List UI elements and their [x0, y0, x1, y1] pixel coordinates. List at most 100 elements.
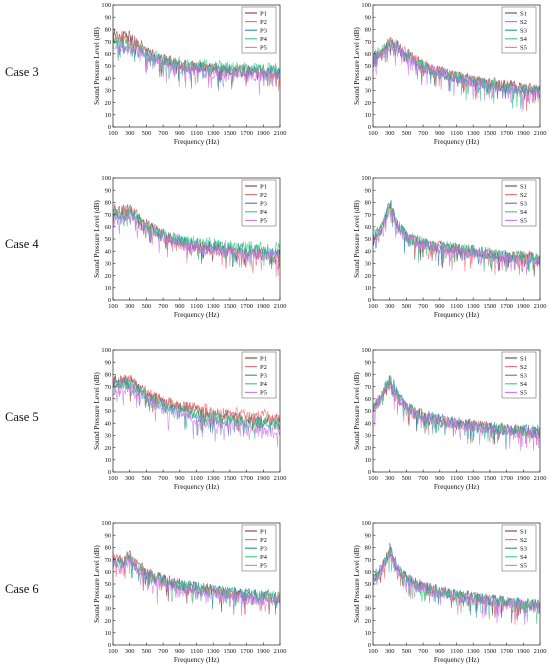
x-tick-label: 100: [368, 648, 378, 655]
y-tick-label: 0: [368, 469, 371, 476]
x-axis-label: Frequency (Hz): [434, 311, 480, 319]
y-tick-label: 100: [101, 175, 111, 182]
chart-panel-case6-left: 0 10 20 30 40 50 60 70 80 90 100 100 300 500 700 900 110…: [93, 520, 286, 664]
legend-label-s1: S1: [520, 10, 527, 17]
y-tick-label: 80: [105, 545, 111, 552]
legend-label-p1: P1: [260, 10, 267, 17]
y-tick-label: 10: [105, 285, 111, 292]
y-axis-label: Sound Pressure Level (dB): [353, 372, 361, 450]
y-tick-label: 60: [365, 51, 371, 58]
x-tick-label: 1700: [500, 303, 513, 310]
y-tick-label: 60: [365, 569, 371, 576]
y-tick-label: 80: [105, 372, 111, 379]
y-tick-label: 90: [105, 359, 111, 366]
chart-panel-case6-right: 0 10 20 30 40 50 60 70 80 90 100 100 300 500 700 900 110…: [353, 520, 546, 664]
legend-label-p5: P5: [260, 390, 268, 397]
series-line-p1: [113, 374, 280, 434]
x-tick-label: 100: [368, 303, 378, 310]
y-tick-label: 40: [365, 593, 371, 600]
y-tick-label: 10: [365, 112, 371, 119]
y-tick-label: 20: [105, 618, 111, 625]
y-tick-label: 10: [365, 457, 371, 464]
y-axis-label: Sound Pressure Level (dB): [353, 27, 361, 105]
y-tick-label: 30: [105, 433, 111, 440]
series-line-s4: [373, 202, 540, 273]
y-tick-label: 30: [365, 88, 371, 95]
y-tick-label: 0: [108, 124, 111, 131]
series-line-p3: [113, 376, 280, 436]
x-tick-label: 900: [435, 475, 445, 482]
y-tick-label: 60: [105, 396, 111, 403]
series-line-s5: [373, 551, 540, 625]
y-tick-label: 70: [365, 39, 371, 46]
y-tick-label: 100: [361, 520, 371, 527]
y-tick-label: 40: [365, 248, 371, 255]
x-tick-label: 100: [368, 130, 378, 137]
x-tick-label: 1100: [190, 303, 203, 310]
legend-label-s4: S4: [520, 209, 528, 216]
x-tick-label: 700: [418, 648, 428, 655]
legend-label-p2: P2: [260, 364, 267, 371]
y-tick-label: 30: [365, 606, 371, 613]
series-line-s5: [373, 378, 540, 452]
legend-label-s1: S1: [520, 528, 527, 535]
x-tick-label: 1700: [240, 130, 253, 137]
y-tick-label: 0: [368, 124, 371, 131]
y-tick-label: 60: [365, 224, 371, 231]
y-tick-label: 70: [105, 212, 111, 219]
x-tick-label: 900: [175, 303, 185, 310]
x-tick-label: 1300: [207, 475, 220, 482]
y-axis-label: Sound Pressure Level (dB): [93, 545, 101, 623]
legend-label-p3: P3: [260, 546, 268, 553]
y-axis-label: Sound Pressure Level (dB): [93, 200, 101, 278]
y-axis-label: Sound Pressure Level (dB): [93, 27, 101, 105]
series-line-s3: [373, 378, 540, 450]
x-tick-label: 1500: [224, 475, 237, 482]
x-tick-label: 1100: [190, 475, 203, 482]
legend-label-s5: S5: [520, 218, 528, 225]
x-tick-label: 1100: [450, 130, 463, 137]
y-tick-label: 100: [101, 520, 111, 527]
legend-label-s1: S1: [520, 183, 527, 190]
y-tick-label: 70: [105, 39, 111, 46]
x-tick-label: 300: [125, 303, 135, 310]
y-tick-label: 90: [365, 187, 371, 194]
x-tick-label: 1300: [207, 130, 220, 137]
x-tick-label: 100: [108, 303, 118, 310]
legend-label-s3: S3: [520, 28, 528, 35]
legend-label-s5: S5: [520, 563, 528, 570]
legend-label-p5: P5: [260, 563, 268, 570]
x-tick-label: 1900: [517, 303, 530, 310]
x-tick-label: 1700: [500, 130, 513, 137]
y-tick-label: 70: [365, 384, 371, 391]
legend-label-s3: S3: [520, 201, 528, 208]
x-tick-label: 1300: [207, 303, 220, 310]
y-tick-label: 80: [365, 200, 371, 207]
legend-label-p2: P2: [260, 537, 267, 544]
y-tick-label: 10: [105, 630, 111, 637]
x-axis-label: Frequency (Hz): [434, 656, 480, 664]
legend-label-s2: S2: [520, 19, 527, 26]
y-tick-label: 30: [365, 433, 371, 440]
y-tick-label: 40: [105, 75, 111, 82]
y-axis-label: Sound Pressure Level (dB): [93, 372, 101, 450]
x-tick-label: 300: [385, 130, 395, 137]
legend-label-s1: S1: [520, 355, 527, 362]
y-tick-label: 20: [365, 273, 371, 280]
x-tick-label: 1900: [517, 648, 530, 655]
y-tick-label: 40: [105, 593, 111, 600]
x-tick-label: 900: [175, 648, 185, 655]
x-tick-label: 1900: [517, 130, 530, 137]
y-tick-label: 80: [365, 545, 371, 552]
x-tick-label: 1900: [257, 648, 270, 655]
y-tick-label: 50: [105, 63, 111, 70]
legend-label-s2: S2: [520, 192, 527, 199]
x-axis-label: Frequency (Hz): [174, 656, 220, 664]
x-tick-label: 500: [402, 303, 412, 310]
y-tick-label: 100: [101, 347, 111, 354]
x-tick-label: 700: [418, 303, 428, 310]
x-tick-label: 700: [158, 130, 168, 137]
x-tick-label: 500: [402, 648, 412, 655]
x-tick-label: 1900: [257, 303, 270, 310]
y-tick-label: 20: [105, 273, 111, 280]
